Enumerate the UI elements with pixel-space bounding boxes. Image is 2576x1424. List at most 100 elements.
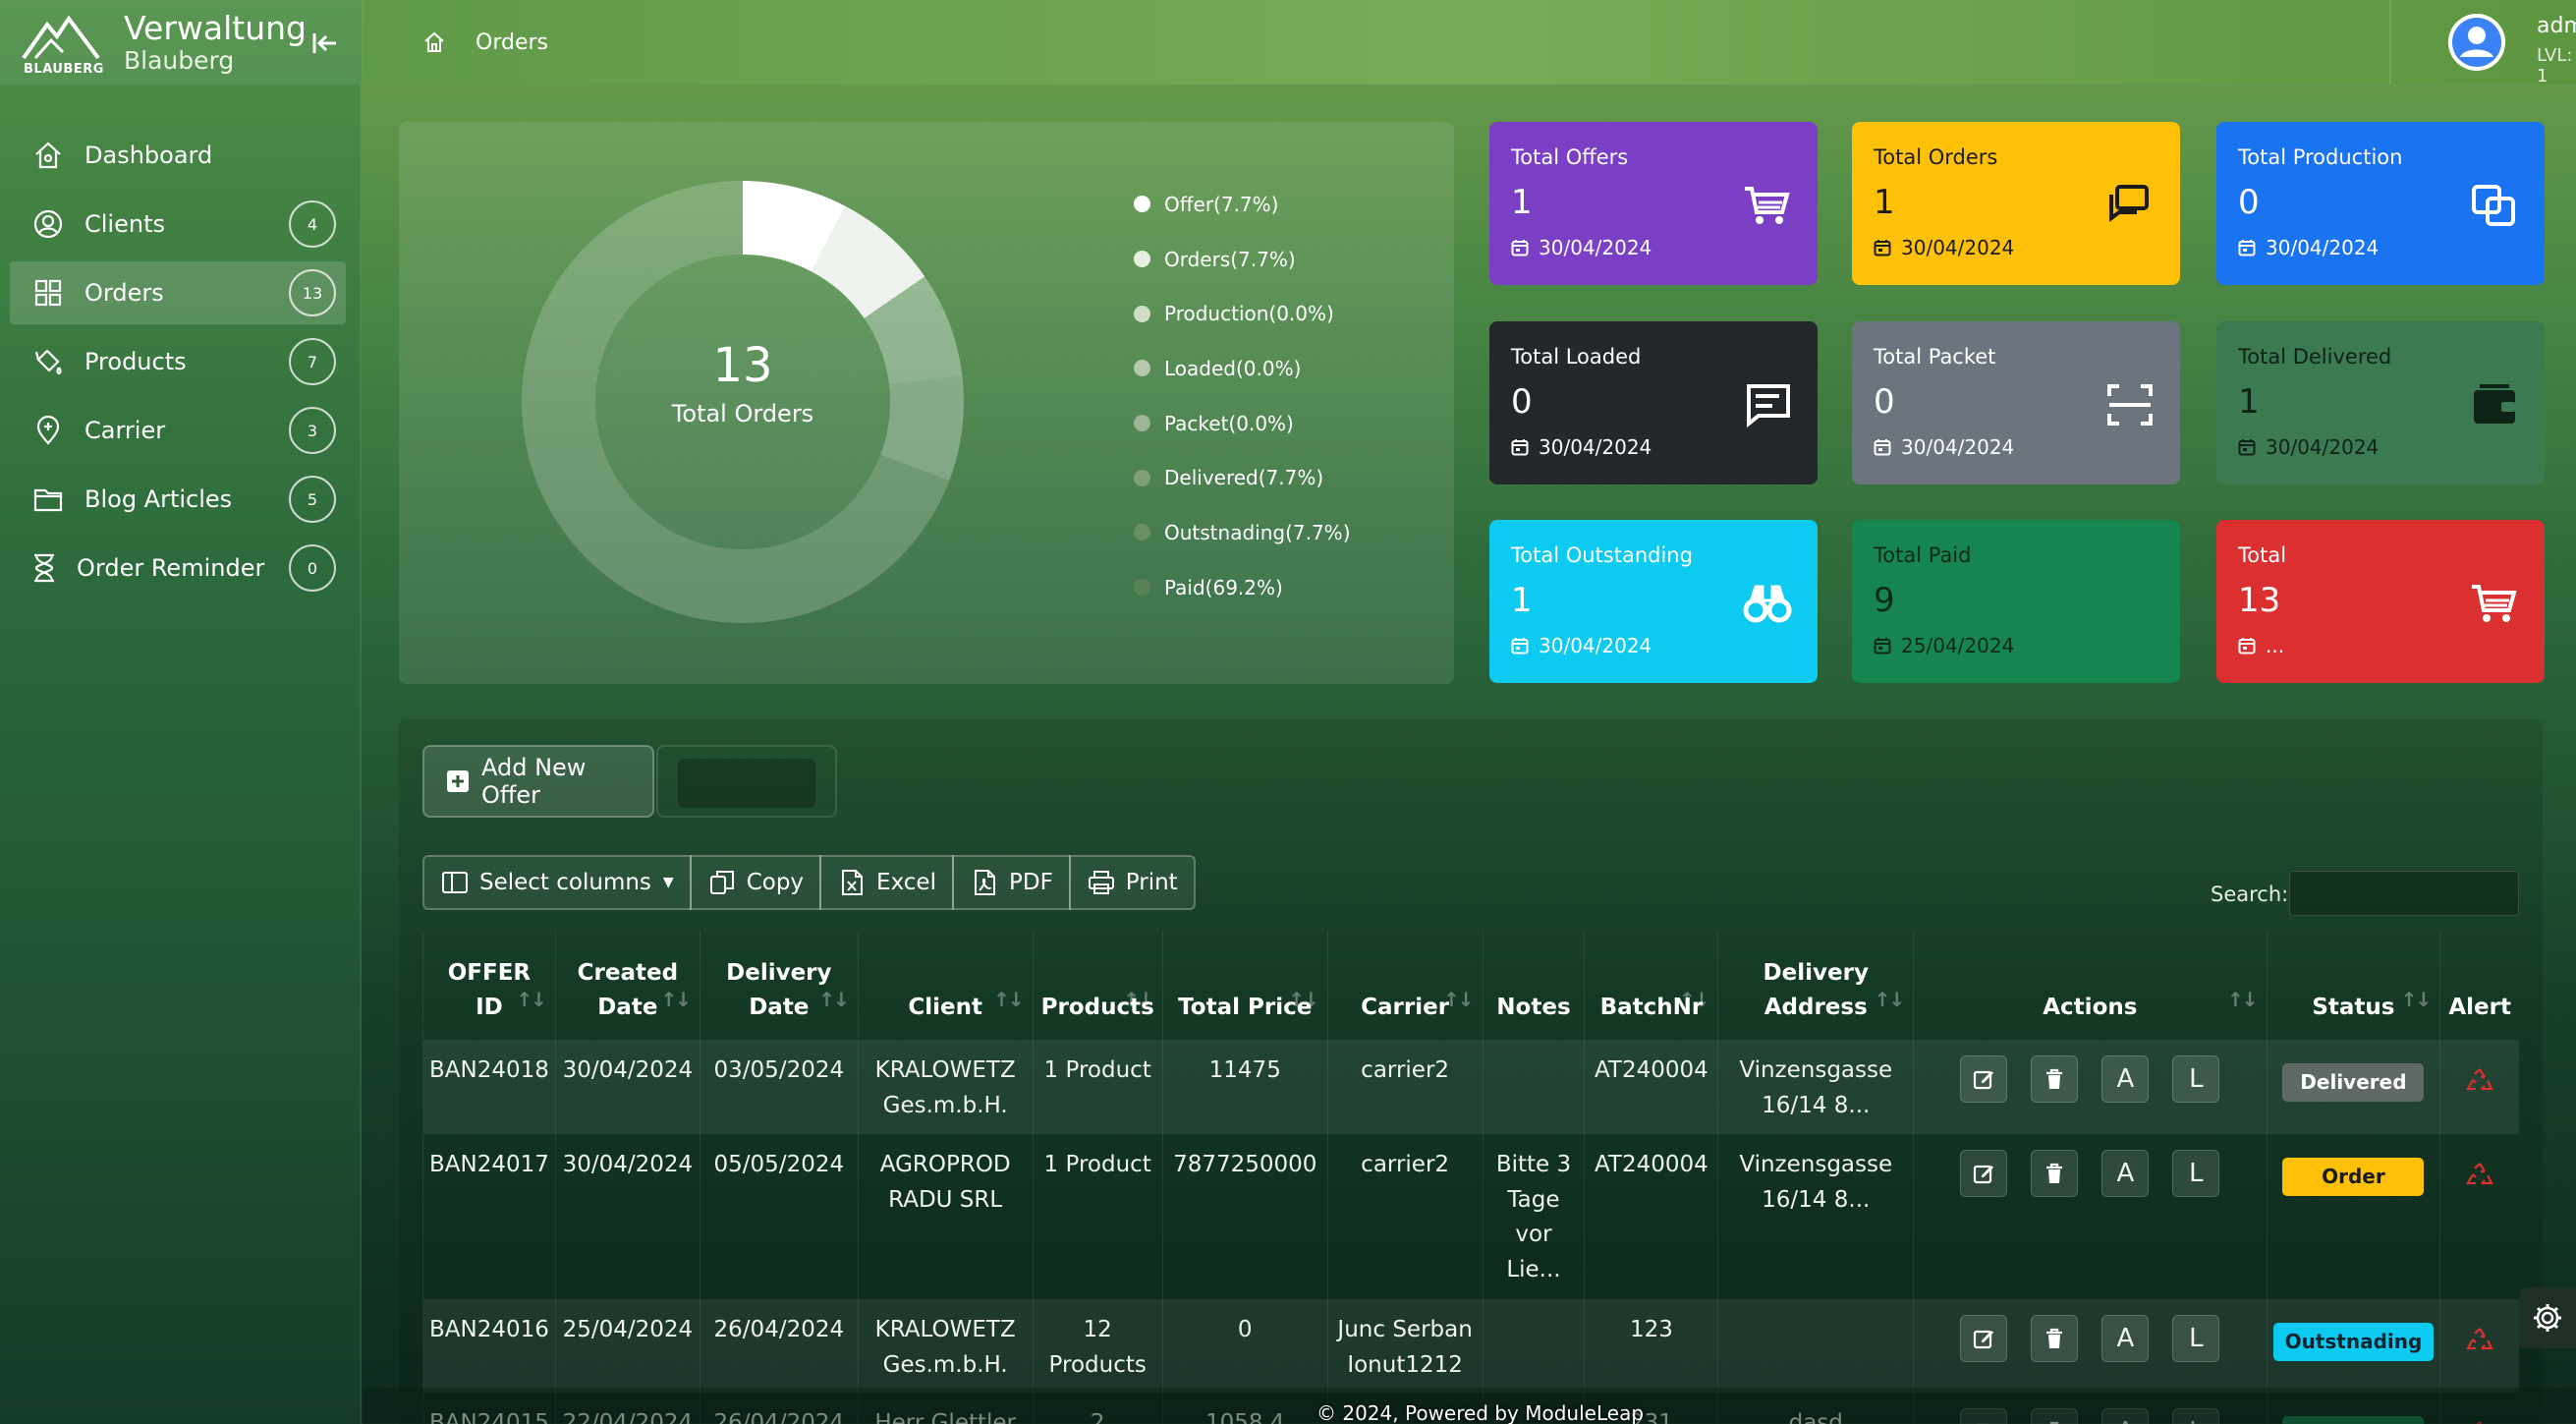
sort-icon[interactable]: ↑↓ [2400,988,2432,1011]
load-button[interactable]: L [2172,1315,2220,1362]
legend-item[interactable]: Production(0.0%) [1134,286,1351,341]
stat-title: Total Delivered [2238,345,2392,369]
load-button[interactable]: L [2172,1055,2220,1103]
donut-slice-7[interactable] [522,181,950,623]
column-header[interactable]: Total Price ↑↓ [1161,932,1328,1040]
stat-title: Total Paid [1874,543,1972,567]
search-input[interactable] [2289,871,2519,916]
column-header[interactable]: Status ↑↓ [2266,932,2440,1040]
delete-button[interactable] [2031,1150,2079,1197]
recycle-alert-icon[interactable] [2464,1328,2495,1362]
excel-label: Excel [876,870,936,895]
recycle-alert-icon[interactable] [2464,1163,2495,1197]
column-header[interactable]: OFFER ID ↑↓ [422,932,556,1040]
legend-item[interactable]: Outstnading(7.7%) [1134,505,1351,560]
sort-icon[interactable]: ↑↓ [818,988,849,1011]
column-header[interactable]: Delivery Date ↑↓ [699,932,859,1040]
legend-item[interactable]: Packet(0.0%) [1134,396,1351,451]
footer-text: © 2024, Powered by ModuleLeap [1316,1401,1645,1424]
donut-slice-1[interactable] [811,205,925,318]
stat-date-text: 30/04/2024 [1539,634,1652,657]
sort-icon[interactable]: ↑↓ [516,988,546,1011]
sort-icon[interactable]: ↑↓ [1288,988,1318,1011]
column-header[interactable]: Carrier ↑↓ [1326,932,1484,1040]
sort-icon[interactable]: ↑↓ [993,988,1024,1011]
approve-button[interactable]: A [2101,1150,2150,1197]
avatar[interactable] [2448,14,2505,71]
sort-icon[interactable]: ↑↓ [660,988,691,1011]
sidebar-item-orders[interactable]: Orders 13 [10,261,346,324]
approve-button[interactable]: A [2101,1055,2150,1103]
table-row[interactable]: BAN24016 25/04/2024 26/04/2024 KRALOWETZ Ge… [422,1299,2519,1394]
copy-button[interactable]: Copy [689,855,822,910]
donut-slice-0[interactable] [743,181,846,272]
stat-date: 25/04/2024 [1874,634,2158,657]
offer-filter-input[interactable] [678,759,815,808]
stat-card-total[interactable]: Total 13... [2216,520,2545,683]
grid-icon [31,276,65,310]
stat-card-total-orders[interactable]: Total Orders 1 30/04/2024 [1852,122,2180,285]
sort-icon[interactable]: ↑↓ [2227,988,2258,1011]
approve-button[interactable]: A [2101,1315,2150,1362]
edit-button[interactable] [1960,1150,2008,1197]
legend-item[interactable]: Orders(7.7%) [1134,232,1351,287]
stat-card-total-loaded[interactable]: Total Loaded 0 30/04/2024 [1489,321,1818,484]
legend-item[interactable]: Offer(7.7%) [1134,177,1351,232]
map-pin-icon [31,414,65,447]
column-header[interactable]: Delivery Address ↑↓ [1717,932,1914,1040]
stat-card-total-paid[interactable]: Total Paid 9 25/04/2024 [1852,520,2180,683]
user-menu[interactable]: admin LVL: 1 [2389,0,2576,86]
stat-value: 9 [1874,581,1895,620]
delete-button[interactable] [2031,1315,2079,1362]
column-header-label: Status [2312,994,2395,1020]
add-new-offer-button[interactable]: Add New Offer [422,745,654,818]
column-header[interactable]: Alert [2439,932,2519,1040]
stat-card-total-delivered[interactable]: Total Delivered 1 30/04/2024 [2216,321,2545,484]
legend-item[interactable]: Loaded(0.0%) [1134,341,1351,396]
home-icon[interactable] [422,30,446,54]
donut-slice-5[interactable] [864,276,963,385]
collapse-sidebar-button[interactable] [307,26,342,61]
stat-date: 30/04/2024 [2238,236,2523,259]
column-header[interactable]: Created Date ↑↓ [554,932,700,1040]
column-header-label: Actions [2043,994,2138,1020]
load-button[interactable]: L [2172,1150,2220,1197]
delete-button[interactable] [2031,1055,2079,1103]
select-columns-button[interactable]: Select columns ▼ [422,855,692,910]
calendar-icon [1511,240,1529,256]
sidebar-item-dashboard[interactable]: Dashboard [10,124,346,187]
sort-icon[interactable]: ↑↓ [1443,988,1474,1011]
legend-item[interactable]: Delivered(7.7%) [1134,450,1351,505]
excel-button[interactable]: Excel [819,855,954,910]
edit-button[interactable] [1960,1055,2008,1103]
sort-icon[interactable]: ↑↓ [1678,988,1709,1011]
donut-slice-6[interactable] [880,375,964,482]
sidebar-item-clients[interactable]: Clients 4 [10,193,346,256]
sidebar-item-order-reminder[interactable]: Order Reminder 0 [10,537,346,599]
legend-item[interactable]: Paid(69.2%) [1134,560,1351,615]
pdf-button[interactable]: PDF [951,855,1071,910]
cell-products: 1 Product [1032,1134,1163,1299]
column-header[interactable]: Notes [1482,932,1585,1040]
sort-icon[interactable]: ↑↓ [1874,988,1905,1011]
column-header[interactable]: Products ↑↓ [1032,932,1163,1040]
column-header[interactable]: Actions ↑↓ [1913,932,2268,1040]
stat-card-total-production[interactable]: Total Production 0 30/04/2024 [2216,122,2545,285]
column-header[interactable]: Client ↑↓ [857,932,1034,1040]
stat-card-total-packet[interactable]: Total Packet 0 30/04/2024 [1852,321,2180,484]
column-header[interactable]: BatchNr ↑↓ [1584,932,1718,1040]
recycle-alert-icon[interactable] [2464,1068,2495,1103]
sort-icon[interactable]: ↑↓ [1123,988,1153,1011]
stat-card-total-offers[interactable]: Total Offers 1 30/04/2024 [1489,122,1818,285]
user-icon [31,207,65,241]
table-row[interactable]: BAN24018 30/04/2024 03/05/2024 KRALOWETZ Ge… [422,1040,2519,1134]
sidebar-item-blog-articles[interactable]: Blog Articles 5 [10,468,346,531]
table-row[interactable]: BAN24017 30/04/2024 05/05/2024 AGROPROD RAD… [422,1134,2519,1299]
stat-card-total-outstanding[interactable]: Total Outstanding 1 30/04/2024 [1489,520,1818,683]
print-button[interactable]: Print [1068,855,1196,910]
sidebar-item-products[interactable]: Products 7 [10,330,346,393]
sidebar-item-label: Blog Articles [84,485,233,513]
edit-button[interactable] [1960,1315,2008,1362]
settings-button[interactable] [2519,1287,2576,1348]
sidebar-item-carrier[interactable]: Carrier 3 [10,399,346,462]
